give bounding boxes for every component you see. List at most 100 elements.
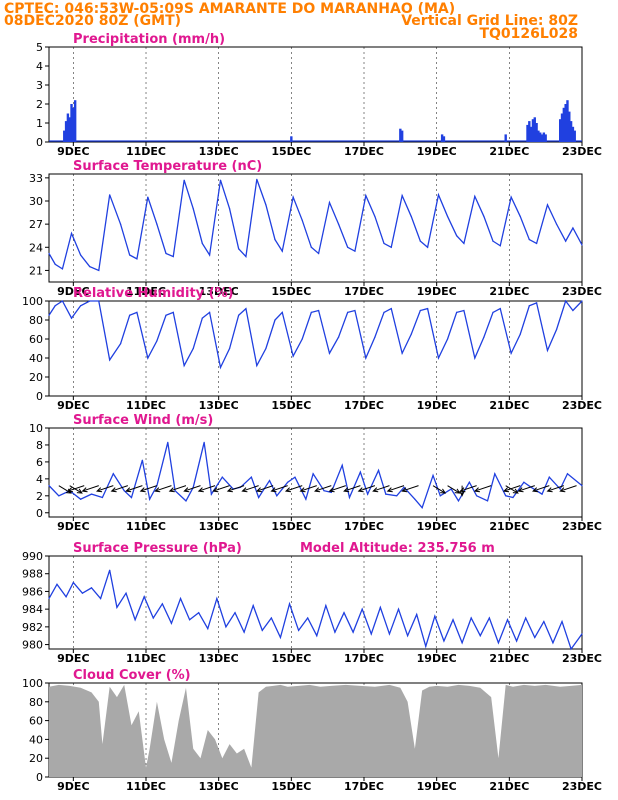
humidity-point: [317, 309, 320, 312]
wind-point: [341, 464, 343, 466]
pressure-point: [343, 612, 345, 614]
wind-arrow: [402, 485, 419, 492]
humidity-point: [281, 311, 283, 313]
humidity-title: Relative Humidity (%): [73, 286, 234, 301]
temperature-xtick-label: 21DEC: [489, 285, 529, 298]
temperature-point: [89, 265, 91, 268]
pressure-point: [152, 617, 154, 619]
wind-point: [566, 473, 569, 475]
humidity-point: [374, 336, 376, 338]
humidity-point: [228, 347, 231, 350]
wind-arrow: [505, 485, 519, 494]
wind-arrow: [111, 485, 129, 492]
temperature-point: [109, 194, 111, 196]
wind-point: [432, 474, 434, 477]
cloud-cover-xtick-label: 13DEC: [199, 780, 239, 793]
precipitation-ytick-label: 0: [36, 136, 43, 149]
precipitation-bar: [400, 130, 404, 142]
pressure-point: [81, 592, 84, 594]
humidity-point: [419, 309, 421, 312]
temperature-point: [499, 245, 501, 247]
wind-ytick-label: 10: [29, 422, 43, 435]
pressure-xtick-label: 17DEC: [344, 652, 384, 665]
pressure-point: [407, 635, 409, 637]
wind-arrowhead: [314, 487, 321, 493]
precipitation-bar: [73, 100, 77, 142]
pressure-point: [361, 608, 363, 610]
wind-ytick-label: 6: [36, 456, 43, 469]
humidity-ytick-label: 80: [29, 314, 43, 327]
wind-arrowhead: [357, 487, 364, 493]
pressure-point: [170, 622, 173, 624]
humidity-point: [54, 305, 56, 307]
wind-arrow: [169, 485, 187, 492]
wind-point: [221, 476, 223, 478]
wind-arrow: [213, 485, 230, 492]
wind-xtick-label: 9DEC: [57, 520, 89, 533]
humidity-point: [274, 319, 276, 321]
humidity-point: [463, 309, 465, 312]
pressure-panel: Surface Pressure (hPa) Model Altitude: 23…: [22, 541, 602, 665]
humidity-point: [219, 366, 222, 369]
temperature-xtick-label: 13DEC: [199, 285, 239, 298]
wind-point: [210, 493, 213, 495]
precipitation-bar: [68, 117, 71, 142]
humidity-point: [365, 357, 367, 359]
precipitation-bar: [66, 113, 70, 142]
precipitation-bar: [535, 123, 538, 142]
temperature-point: [474, 195, 476, 197]
wind-xtick-label: 17DEC: [344, 520, 384, 533]
header-station: CPTEC: 046:53W-05:09S AMARANTE DO MARANH…: [4, 1, 455, 17]
header-grid-line: Vertical Grid Line: 80Z: [401, 13, 578, 29]
temperature-point: [119, 223, 122, 225]
wind-arrowhead: [81, 487, 88, 493]
temperature-point: [546, 204, 549, 206]
wind-xtick-label: 15DEC: [271, 520, 311, 533]
precipitation-bar: [568, 111, 571, 142]
humidity-ytick-label: 100: [22, 295, 43, 308]
temperature-point: [347, 246, 349, 248]
wind-point: [250, 476, 252, 478]
wind-title: Surface Wind (m/s): [73, 413, 213, 428]
pressure-point: [316, 635, 318, 637]
precipitation-ytick-label: 1: [36, 117, 43, 130]
humidity-point: [98, 300, 100, 302]
cloud-cover-ytick-label: 20: [29, 752, 43, 765]
humidity-point: [80, 305, 82, 307]
temperature-point: [54, 263, 56, 265]
humidity-point: [61, 300, 64, 302]
humidity-point: [456, 311, 458, 313]
pressure-point: [379, 606, 381, 608]
pressure-point: [552, 642, 554, 644]
cloud-cover-panel: Cloud Cover (%) 0 20 40 60 80 100 9DEC 11DEC 13DE…: [22, 668, 602, 793]
temperature-point: [510, 196, 512, 198]
precipitation-bar: [533, 117, 536, 142]
wind-ytick-label: 4: [36, 473, 43, 486]
temperature-point: [165, 252, 167, 255]
precipitation-ytick-label: 4: [36, 60, 43, 73]
humidity-point: [581, 300, 583, 302]
humidity-point: [172, 311, 174, 313]
pressure-line: [48, 569, 583, 651]
humidity-point: [129, 314, 131, 316]
temperature-point: [238, 248, 240, 250]
wind-arrow: [271, 485, 288, 492]
temperature-point: [208, 254, 211, 256]
pressure-point: [270, 617, 272, 619]
cloud-cover-title: Cloud Cover (%): [73, 668, 191, 683]
wind-arrowhead: [546, 487, 553, 493]
wind-point: [523, 481, 525, 483]
pressure-frame: [48, 555, 583, 650]
temperature-point: [572, 227, 574, 229]
wind-arrow: [460, 485, 477, 492]
pressure-point: [288, 603, 291, 605]
wind-arrowhead: [139, 487, 146, 493]
cloud-cover-ytick-label: 60: [29, 715, 43, 728]
cloud-cover-xtick-label: 23DEC: [562, 780, 602, 793]
wind-point: [294, 476, 296, 478]
temperature-point: [172, 255, 174, 258]
wind-point: [323, 490, 325, 492]
temperature-panel: Surface Temperature (nC) 21 24 27 30 33 9DEC 11…: [29, 159, 602, 298]
humidity-point: [301, 338, 303, 340]
pressure-point: [198, 612, 200, 614]
